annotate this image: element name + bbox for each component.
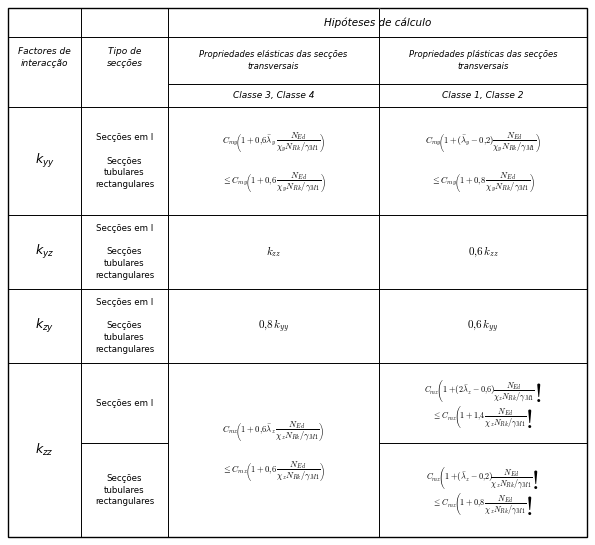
Text: $k_{zz}$: $k_{zz}$: [266, 245, 281, 259]
Text: Secções
tubulares
rectangulares: Secções tubulares rectangulares: [95, 474, 154, 506]
Text: $0{,}8\,k_{yy}$: $0{,}8\,k_{yy}$: [258, 317, 289, 335]
Text: Classe 3, Classe 4: Classe 3, Classe 4: [233, 91, 314, 100]
Text: $\leq C_{mz}\!\left(1+1{,}4\,\dfrac{N_{Ed}}{\chi_{z}N_{Rk}/\gamma_{M1}}\right)$: $\leq C_{mz}\!\left(1+1{,}4\,\dfrac{N_{E…: [433, 404, 534, 430]
Text: $C_{mz}\!\left(1+0{,}6\bar{\lambda}_{z}\,\dfrac{N_{Ed}}{\chi_{z}N_{Rk}/\gamma_{M: $C_{mz}\!\left(1+0{,}6\bar{\lambda}_{z}\…: [222, 420, 325, 444]
Text: Propriedades plásticas das secções
transversais: Propriedades plásticas das secções trans…: [409, 50, 558, 71]
Text: $k_{yz}$: $k_{yz}$: [35, 243, 54, 261]
Text: Secções em I

Secções
tubulares
rectangulares: Secções em I Secções tubulares rectangul…: [95, 298, 154, 354]
Text: $k_{zy}$: $k_{zy}$: [35, 317, 54, 335]
Text: Secções em I

Secções
tubulares
rectangulares: Secções em I Secções tubulares rectangul…: [95, 133, 154, 189]
Text: $C_{my}\!\left(1+0{,}6\bar{\lambda}_{y}\,\dfrac{N_{Ed}}{\chi_{y}N_{Rk}/\gamma_{M: $C_{my}\!\left(1+0{,}6\bar{\lambda}_{y}\…: [222, 131, 325, 155]
Text: $k_{yy}$: $k_{yy}$: [35, 152, 54, 170]
Text: $k_{zz}$: $k_{zz}$: [35, 442, 54, 458]
Text: $\leq C_{mz}\!\left(1+0{,}6\,\dfrac{N_{Ed}}{\chi_{z}N_{Rk}/\gamma_{M1}}\right)$: $\leq C_{mz}\!\left(1+0{,}6\,\dfrac{N_{E…: [222, 460, 325, 484]
Text: $0{,}6\,k_{yy}$: $0{,}6\,k_{yy}$: [467, 317, 499, 335]
Text: $C_{mz}\!\left(1+\!\left(2\bar{\lambda}_{z}-0{,}6\right)\!\dfrac{N_{Ed}}{\chi_{z: $C_{mz}\!\left(1+\!\left(2\bar{\lambda}_…: [424, 378, 541, 404]
Text: $\leq C_{mz}\!\left(1+0{,}8\,\dfrac{N_{Ed}}{\chi_{z}N_{Rk}/\gamma_{M1}}\right)$: $\leq C_{mz}\!\left(1+0{,}8\,\dfrac{N_{E…: [433, 491, 534, 517]
Text: Hipóteses de cálculo: Hipóteses de cálculo: [324, 17, 431, 28]
Text: $\leq C_{my}\!\left(1+0{,}6\,\dfrac{N_{Ed}}{\chi_{y}N_{Rk}/\gamma_{M1}}\right)$: $\leq C_{my}\!\left(1+0{,}6\,\dfrac{N_{E…: [221, 171, 325, 195]
Text: $\leq C_{my}\!\left(1+0{,}8\,\dfrac{N_{Ed}}{\chi_{y}N_{Rk}/\gamma_{M1}}\right)$: $\leq C_{my}\!\left(1+0{,}8\,\dfrac{N_{E…: [431, 171, 535, 195]
Text: Propriedades elásticas das secções
transversais: Propriedades elásticas das secções trans…: [199, 50, 347, 71]
Text: $C_{mz}\!\left(1+\!\left(\bar{\lambda}_{z}-0{,}2\right)\!\dfrac{N_{Ed}}{\chi_{z}: $C_{mz}\!\left(1+\!\left(\bar{\lambda}_{…: [427, 465, 540, 491]
Text: Secções em I

Secções
tubulares
rectangulares: Secções em I Secções tubulares rectangul…: [95, 224, 154, 280]
Text: Tipo de
secções: Tipo de secções: [107, 47, 142, 68]
Text: Classe 1, Classe 2: Classe 1, Classe 2: [442, 91, 524, 100]
Text: $C_{my}\!\left(1+\!\left(\bar{\lambda}_{y}-0{,}2\right)\!\dfrac{N_{Ed}}{\chi_{y}: $C_{my}\!\left(1+\!\left(\bar{\lambda}_{…: [425, 131, 541, 155]
Text: $0{,}6\,k_{zz}$: $0{,}6\,k_{zz}$: [468, 245, 499, 259]
Text: Factores de
interacção: Factores de interacção: [18, 47, 71, 68]
Text: Secções em I: Secções em I: [96, 398, 153, 408]
